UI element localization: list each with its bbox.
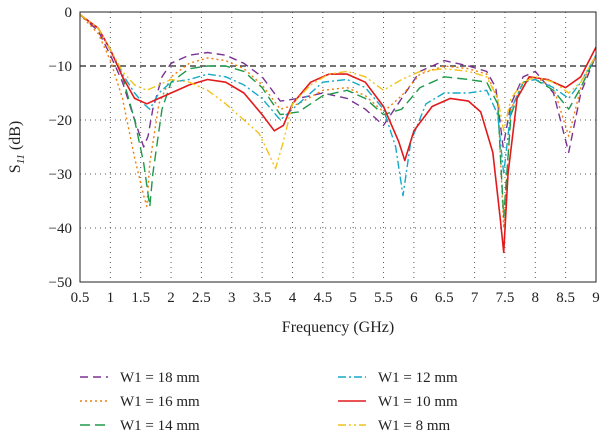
y-tick-label: −20 [49,113,72,129]
x-tick-label: 5.5 [374,290,393,306]
legend-label: W1 = 16 mm [120,394,200,410]
x-tick-label: 8 [532,290,540,306]
x-tick-label: 8.5 [556,290,575,306]
series-line [79,14,597,229]
legend-label: W1 = 12 mm [378,370,458,386]
legend-label: W1 = 14 mm [120,418,200,434]
y-axis-title-main: S [7,164,24,173]
x-tick-label: 3 [228,290,236,306]
x-tick-label: 4.5 [313,290,332,306]
y-axis-title-sub: 11 [15,154,27,164]
x-tick-label: 6.5 [435,290,454,306]
series-line [79,14,597,197]
x-axis-title: Frequency (GHz) [282,319,394,336]
y-tick-label: −30 [49,167,72,183]
y-tick-label: 0 [65,5,73,21]
y-axis-title-unit: (dB) [7,121,24,150]
y-tick-label: −10 [49,59,72,75]
x-tick-label: 9 [592,290,600,306]
x-tick-label: 0.5 [71,290,90,306]
legend-label: W1 = 8 mm [378,418,451,434]
x-tick-label: 7 [471,290,479,306]
legend-label: W1 = 18 mm [120,370,200,386]
series-group [79,14,597,254]
grid [80,12,596,282]
x-tick-label: 5 [349,290,357,306]
legend-label: W1 = 10 mm [378,394,458,410]
y-tick-label: −50 [49,275,72,291]
x-tick-label: 1.5 [131,290,150,306]
x-tick-label: 1 [107,290,115,306]
y-tick-labels: 0 −10 −20 −30 −40 −50 [49,5,72,291]
legend: W1 = 18 mm W1 = 16 mm W1 = 14 mm W1 = 12 mm… [80,370,458,434]
x-tick-label: 4 [289,290,297,306]
y-axis-title: S11 (dB) [7,121,27,173]
x-tick-label: 7.5 [496,290,515,306]
x-tick-labels: 0.5 1 1.5 2 2.5 3 3.5 4 4.5 5 5.5 6 6.5 7 7.5 8 8.5 9 [71,290,600,306]
series-line [79,14,597,254]
x-tick-label: 6 [410,290,418,306]
series-line [79,14,597,154]
series-line [79,14,597,170]
y-tick-label: −40 [49,221,72,237]
x-tick-label: 2 [167,290,175,306]
series-line [79,14,597,218]
plot-frame [79,11,597,283]
x-tick-label: 3.5 [253,290,272,306]
x-tick-label: 2.5 [192,290,211,306]
